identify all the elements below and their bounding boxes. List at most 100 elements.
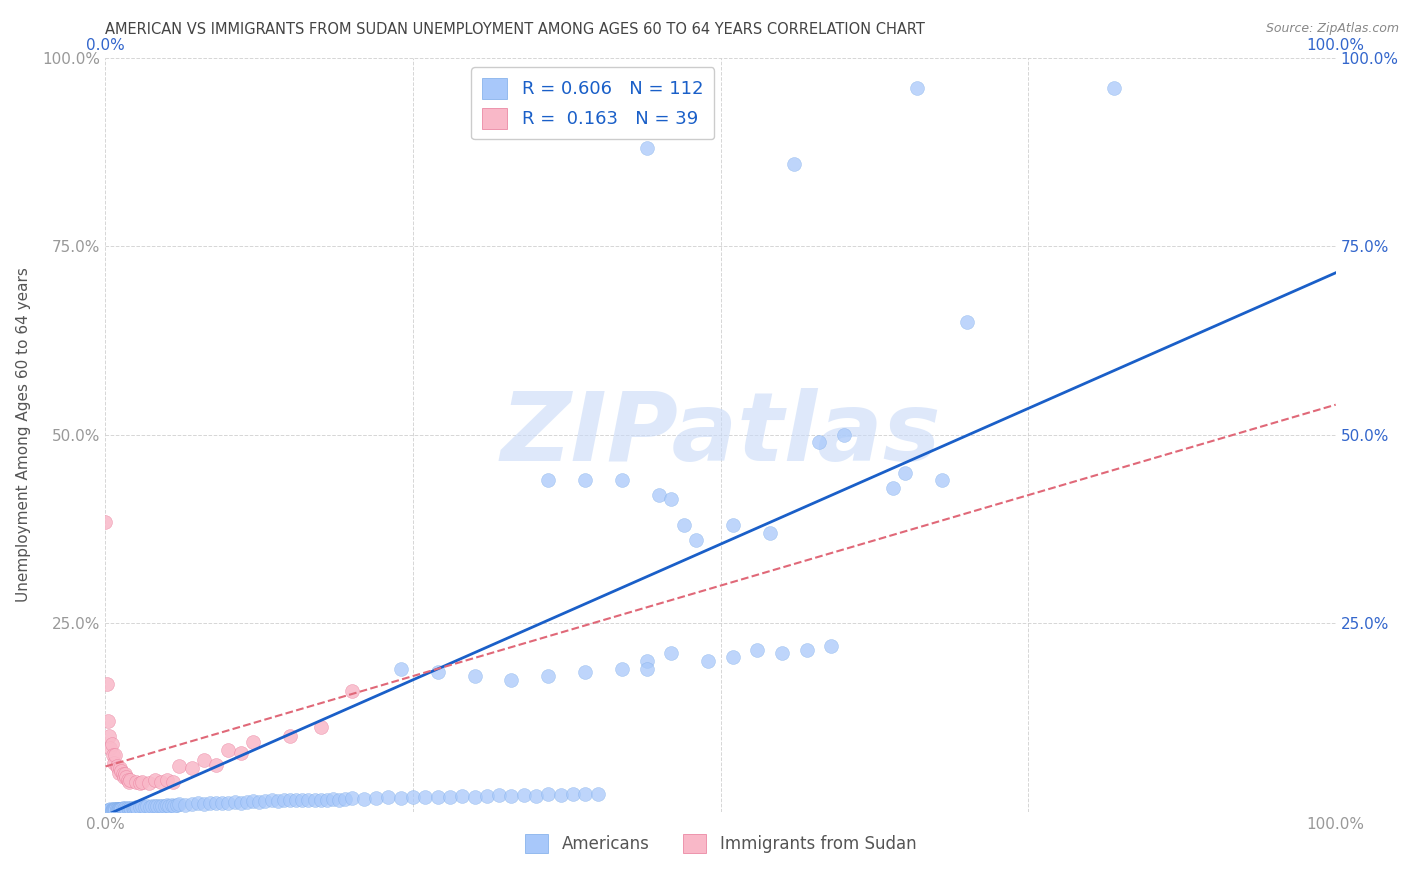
Point <box>956 315 979 329</box>
Point <box>138 800 162 814</box>
Point <box>107 803 129 817</box>
Point <box>98 802 122 816</box>
Point <box>537 473 560 487</box>
Point <box>107 761 129 775</box>
Point <box>108 802 131 816</box>
Point <box>783 156 806 170</box>
Point <box>685 533 707 548</box>
Point <box>159 798 180 813</box>
Point <box>96 804 118 818</box>
Point <box>180 797 202 812</box>
Point <box>501 673 523 687</box>
Point <box>131 774 153 789</box>
Point <box>143 798 166 813</box>
Point <box>501 789 523 803</box>
Point <box>122 802 145 816</box>
Point <box>98 740 122 755</box>
Point <box>118 802 141 816</box>
Point <box>104 748 127 763</box>
Point <box>143 773 166 788</box>
Point <box>273 793 295 807</box>
Point <box>97 804 120 818</box>
Point <box>110 802 132 816</box>
Point <box>721 518 744 533</box>
Point <box>537 669 560 683</box>
Point <box>100 737 122 751</box>
Point <box>120 802 142 816</box>
Point <box>156 773 179 788</box>
Point <box>309 720 332 734</box>
Point <box>537 788 560 802</box>
Point <box>721 650 744 665</box>
Point <box>125 800 148 814</box>
Point <box>574 473 596 487</box>
Point <box>770 647 793 661</box>
Point <box>451 789 474 803</box>
Point <box>661 491 683 506</box>
Point <box>162 774 184 789</box>
Point <box>242 794 264 808</box>
Point <box>513 788 536 802</box>
Point <box>131 799 153 814</box>
Point <box>112 802 135 816</box>
Point <box>574 787 596 801</box>
Point <box>138 776 160 790</box>
Point <box>291 792 314 806</box>
Point <box>224 795 246 809</box>
Point <box>426 665 449 680</box>
Point <box>121 801 143 815</box>
Point <box>111 801 134 815</box>
Point <box>389 661 412 675</box>
Point <box>439 789 461 804</box>
Point <box>104 803 127 817</box>
Point <box>104 802 127 816</box>
Point <box>100 803 122 817</box>
Point <box>166 797 188 812</box>
Point <box>125 774 148 789</box>
Point <box>636 654 658 668</box>
Point <box>205 796 228 810</box>
Point <box>156 797 179 812</box>
Point <box>820 639 842 653</box>
Point <box>180 761 202 775</box>
Point <box>141 799 163 814</box>
Point <box>648 488 671 502</box>
Point <box>636 661 658 675</box>
Point <box>103 803 125 817</box>
Point <box>174 797 197 812</box>
Point <box>340 791 363 805</box>
Point <box>105 802 128 816</box>
Y-axis label: Unemployment Among Ages 60 to 64 years: Unemployment Among Ages 60 to 64 years <box>17 268 31 602</box>
Point <box>315 792 337 806</box>
Point <box>796 642 818 657</box>
Point <box>120 801 141 815</box>
Point <box>236 795 259 809</box>
Point <box>402 790 425 805</box>
Point <box>672 518 695 533</box>
Point <box>107 802 129 816</box>
Point <box>103 802 125 816</box>
Point <box>218 796 240 810</box>
Point <box>636 141 658 155</box>
Point <box>562 788 585 802</box>
Point <box>285 793 308 807</box>
Point <box>127 801 149 815</box>
Point <box>136 799 159 814</box>
Point <box>105 759 128 773</box>
Point <box>101 803 124 817</box>
Point <box>550 788 572 802</box>
Point <box>322 792 344 806</box>
Point <box>134 800 156 814</box>
Point <box>111 767 134 781</box>
Point <box>328 792 350 806</box>
Point <box>229 796 252 810</box>
Point <box>267 794 290 808</box>
Point <box>97 714 120 729</box>
Point <box>98 803 122 817</box>
Point <box>309 793 332 807</box>
Point <box>475 789 498 803</box>
Point <box>160 797 183 812</box>
Point <box>304 792 326 806</box>
Point <box>96 676 118 690</box>
Text: AMERICAN VS IMMIGRANTS FROM SUDAN UNEMPLOYMENT AMONG AGES 60 TO 64 YEARS CORRELA: AMERICAN VS IMMIGRANTS FROM SUDAN UNEMPL… <box>105 22 925 37</box>
